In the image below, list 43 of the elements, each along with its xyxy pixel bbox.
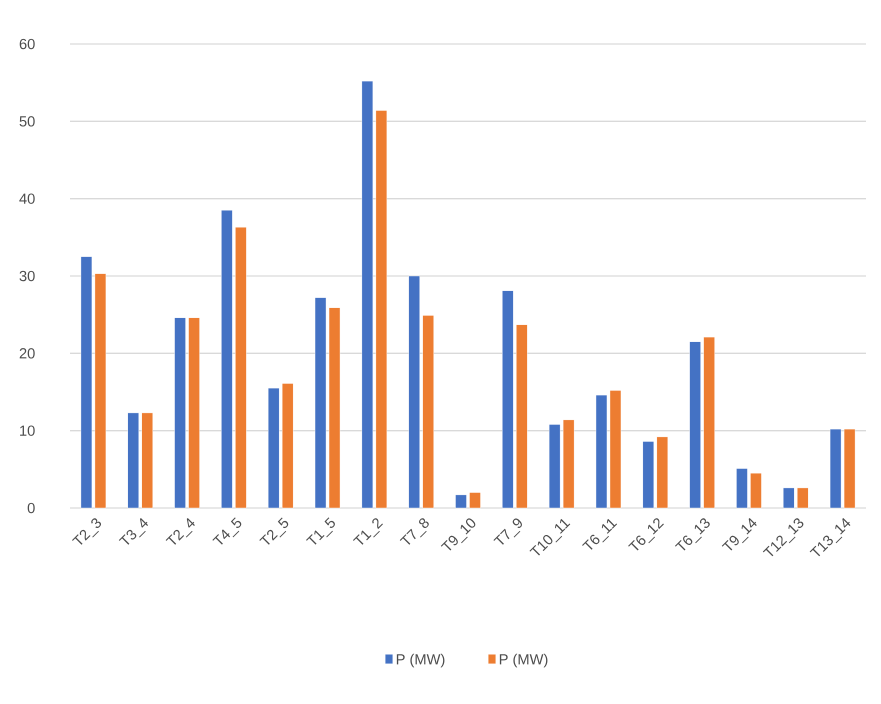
bar (656, 436, 668, 508)
bar (235, 227, 247, 508)
bar (736, 468, 748, 508)
y-tick-label: 40 (19, 193, 35, 204)
y-tick-label: 60 (20, 38, 35, 50)
bar (844, 428, 856, 508)
bar (642, 441, 654, 508)
bar (516, 324, 528, 508)
bar (221, 210, 233, 508)
bar (268, 388, 280, 508)
bar (797, 488, 808, 508)
bar (128, 412, 139, 508)
bar (142, 412, 153, 508)
bar (314, 297, 326, 508)
bar (596, 394, 608, 508)
bar (422, 315, 434, 508)
bar (362, 80, 374, 508)
bar (328, 308, 340, 508)
bar (502, 290, 514, 508)
bar (455, 494, 467, 508)
bar (610, 390, 622, 508)
bar (830, 428, 842, 508)
bar (750, 473, 762, 508)
bar (80, 256, 92, 508)
legend-label: P (MW) (500, 654, 548, 668)
y-tick-label: 0 (28, 502, 35, 514)
bar (562, 420, 574, 508)
bar (548, 424, 560, 508)
y-tick-label: 20 (20, 348, 35, 359)
y-tick-label: 30 (20, 270, 35, 282)
bar (174, 318, 186, 508)
bar (282, 383, 294, 508)
bar (408, 276, 420, 508)
bar (94, 273, 106, 508)
bar (783, 488, 794, 508)
legend-label: P (MW) (396, 654, 444, 668)
bar (703, 336, 715, 508)
bar (469, 492, 481, 508)
bar (689, 342, 701, 508)
bar (188, 318, 200, 508)
bar (376, 110, 388, 508)
y-tick-label: 50 (20, 116, 35, 127)
y-tick-label: 10 (20, 425, 35, 436)
